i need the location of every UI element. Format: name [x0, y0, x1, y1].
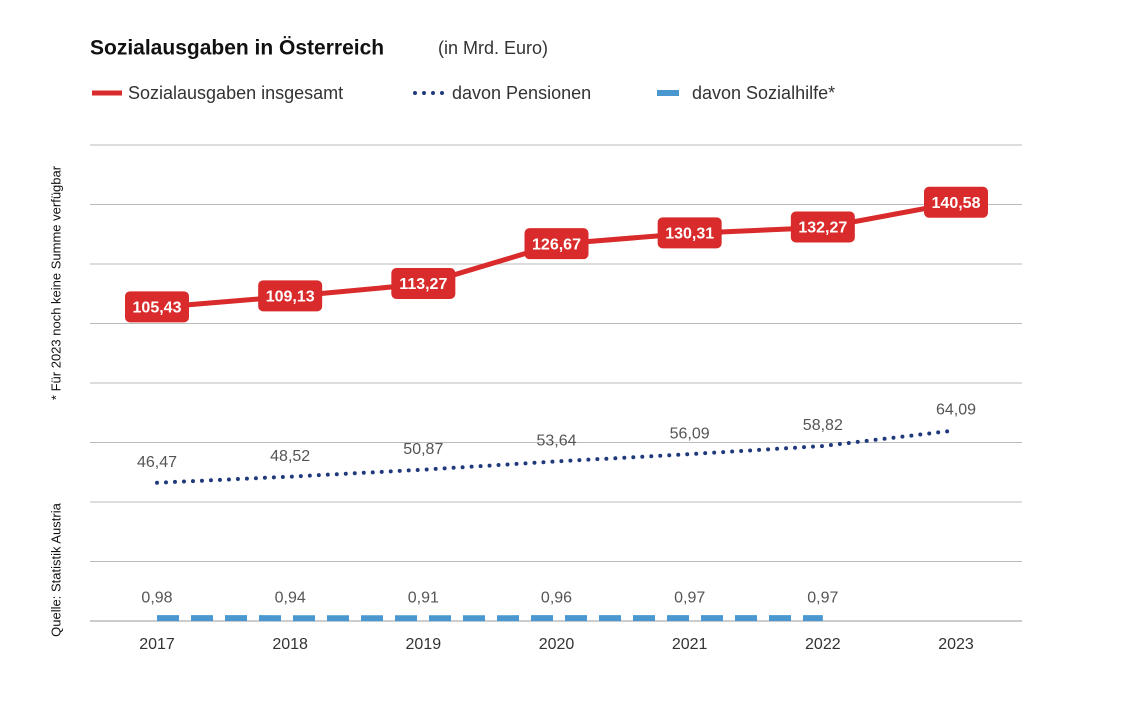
value-label-group: 109,13 — [258, 280, 323, 312]
value-label: 56,09 — [670, 425, 710, 442]
value-label-group: 132,27 — [790, 211, 855, 243]
x-tick-label: 2017 — [139, 636, 175, 653]
value-label: 53,64 — [536, 433, 576, 450]
value-label: 113,27 — [399, 276, 447, 293]
chart-title: Sozialausgaben in Österreich — [90, 37, 384, 60]
x-tick-label: 2020 — [539, 636, 575, 653]
value-label: 130,31 — [665, 226, 714, 243]
value-label: 58,82 — [803, 417, 843, 434]
value-label-box — [924, 186, 988, 218]
value-label-group: 105,43 — [125, 291, 189, 323]
value-label-group: 113,27 — [391, 268, 456, 300]
value-label: 0,94 — [275, 589, 306, 606]
value-label-group: 130,31 — [657, 217, 722, 249]
source: Quelle: Statistik Austria — [48, 502, 63, 636]
chart-subtitle: (in Mrd. Euro) — [438, 38, 548, 58]
value-label-box — [790, 211, 855, 243]
value-label: 64,09 — [936, 402, 976, 419]
value-label: 126,67 — [532, 236, 581, 253]
value-label-box — [258, 280, 323, 312]
value-label: 140,58 — [932, 195, 981, 212]
value-label: 0,96 — [541, 589, 572, 606]
legend-label: davon Sozialhilfe* — [692, 83, 835, 103]
series-line — [155, 428, 958, 485]
x-tick-label: 2023 — [938, 636, 974, 653]
value-label: 0,91 — [408, 590, 439, 607]
value-label-box — [524, 228, 589, 260]
value-label: 46,47 — [137, 454, 177, 471]
x-tick-label: 2022 — [805, 636, 841, 653]
value-label-group: 140,58 — [924, 186, 988, 218]
x-tick-label: 2018 — [272, 636, 308, 653]
value-label-box — [657, 217, 722, 249]
value-label-group: 126,67 — [524, 228, 589, 260]
value-label-box — [125, 291, 189, 323]
value-label: 132,27 — [798, 220, 847, 237]
footnote: * Für 2023 noch keine Summe verfügbar — [48, 165, 63, 400]
value-label-box — [391, 268, 456, 300]
x-tick-label: 2021 — [672, 636, 708, 653]
legend-label: Sozialausgaben insgesamt — [128, 83, 343, 103]
x-tick-label: 2019 — [406, 636, 442, 653]
value-label: 109,13 — [266, 289, 315, 306]
value-label: 0,98 — [141, 589, 172, 606]
legend-label: davon Pensionen — [452, 83, 591, 103]
value-label: 50,87 — [403, 441, 443, 458]
value-label: 0,97 — [807, 589, 838, 606]
value-label: 105,43 — [133, 300, 182, 317]
value-label: 0,97 — [674, 589, 705, 606]
value-label: 48,52 — [270, 448, 310, 465]
